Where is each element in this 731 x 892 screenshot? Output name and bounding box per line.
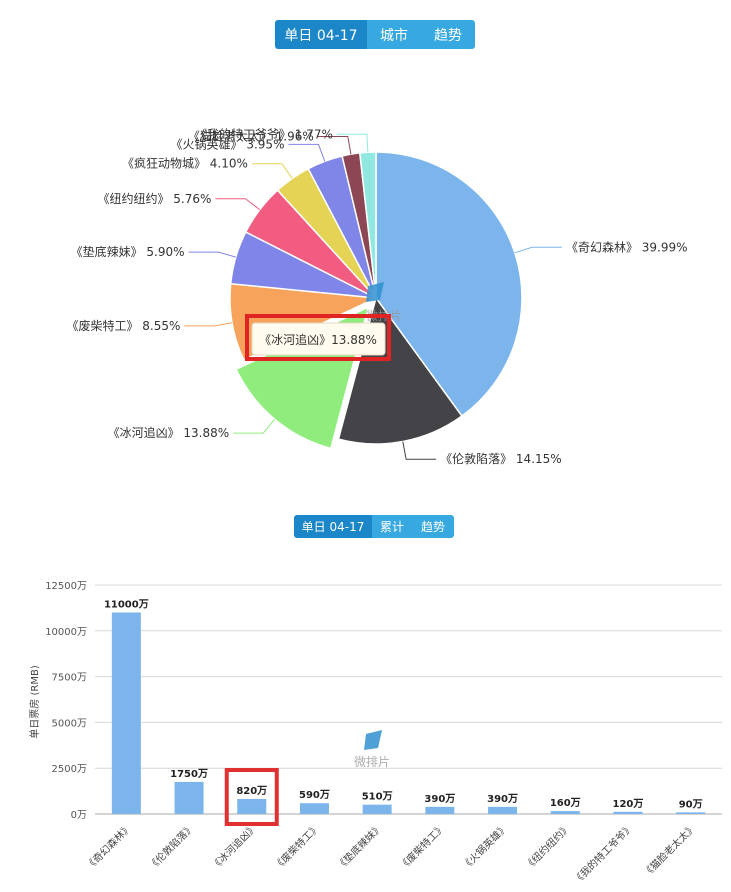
- pie-connector: [251, 163, 293, 179]
- tab-daily[interactable]: 单日 04-17: [294, 515, 372, 538]
- tab-cumulative[interactable]: 累计: [372, 515, 412, 538]
- y-tick-label: 10000万: [45, 627, 87, 638]
- watermark-icon: [366, 282, 384, 302]
- pie-labels: 《奇幻森林》 39.99% 《伦敦陷落》 14.15% 《冰河追凶》 13.88% 《…: [66, 126, 687, 466]
- watermark-logo: 微排片: [354, 730, 390, 769]
- bar[interactable]: [676, 812, 706, 814]
- x-tick-label: 《奇幻森林》: [83, 821, 135, 873]
- bar[interactable]: [488, 806, 518, 814]
- pie-label: 《废柴特工》 8.55%: [66, 318, 180, 333]
- tab-city[interactable]: 城市: [367, 20, 421, 49]
- x-tick-label: 《废柴特工》: [271, 821, 323, 873]
- pie-connector: [514, 246, 562, 254]
- pie-slices: [229, 151, 523, 450]
- tab-trend[interactable]: 趋势: [421, 20, 475, 49]
- pie-label: 《疯狂动物城》 4.10%: [122, 156, 248, 171]
- y-tick-labels: 0万 2500万 5000万 7500万 10000万 12500万: [45, 581, 87, 821]
- y-tick-label: 12500万: [45, 581, 87, 592]
- pie-connector: [402, 441, 437, 460]
- bar[interactable]: [111, 612, 141, 814]
- pie-label: 《垫底辣妹》 5.90%: [71, 244, 185, 259]
- x-tick-labels: 《奇幻森林》 《伦敦陷落》 《冰河追凶》 《废柴特工》 《垫底辣妹》 《废柴特工》 《火锅英…: [83, 821, 699, 887]
- bar[interactable]: [425, 806, 455, 814]
- pie-connector: [336, 133, 369, 153]
- bar-value-label: 390万: [424, 793, 455, 805]
- y-axis-label: 单日票房 (RMB): [28, 665, 41, 739]
- x-tick-label: 《火锅英雄》: [459, 821, 511, 873]
- bar[interactable]: [613, 811, 643, 814]
- x-tick-label: 《垫底辣妹》: [334, 821, 386, 873]
- y-tick-label: 7500万: [52, 673, 87, 684]
- y-tick-label: 0万: [71, 810, 87, 821]
- y-tick-label: 5000万: [52, 718, 87, 729]
- bar-value-label: 1750万: [170, 768, 208, 780]
- watermark-icon: [364, 730, 382, 750]
- bar[interactable]: [174, 781, 204, 814]
- x-tick-label: 《猫脸老太太》: [640, 821, 699, 880]
- tooltip: 《冰河追凶》13.88%: [245, 314, 391, 361]
- pie-slice[interactable]: [358, 151, 377, 299]
- x-tick-label: 《我的特工爷爷》: [570, 821, 636, 887]
- pie-tab-bar: 单日 04-17 城市 趋势: [275, 20, 475, 49]
- pie-connector: [215, 198, 261, 211]
- value-labels: 11000万 1750万 820万 590万 510万 390万 390万 160万 120万 9…: [104, 598, 703, 826]
- watermark-text: 微排片: [354, 755, 390, 769]
- pie-label: 《纽约纽约》 5.76%: [97, 191, 211, 206]
- pie-label: 《火锅英雄》 3.95%: [171, 136, 285, 151]
- x-tick-label: 《伦敦陷落》: [146, 821, 198, 873]
- x-tick-label: 《废柴特工》: [396, 821, 448, 873]
- bar[interactable]: [237, 798, 267, 814]
- bar-value-label: 510万: [362, 791, 393, 803]
- bar[interactable]: [550, 811, 580, 814]
- pie-connector: [288, 143, 326, 162]
- highlight-box: [224, 768, 279, 826]
- bar-value-label: 11000万: [104, 598, 149, 610]
- x-tick-label: 《纽约纽约》: [522, 821, 574, 873]
- pie-connector: [317, 135, 352, 155]
- bar[interactable]: [362, 804, 392, 814]
- pie-connector: [233, 418, 276, 434]
- bars: [111, 612, 706, 814]
- pie-connector: [188, 251, 236, 258]
- bar-value-label: 160万: [550, 797, 581, 809]
- x-tick-label: 《冰河追凶》: [208, 821, 260, 873]
- pie-label: 《冰河追凶》 13.88%: [108, 425, 230, 440]
- bar-chart: 0万 2500万 5000万 7500万 10000万 12500万 单日票房 (RMB)…: [28, 581, 722, 887]
- bar[interactable]: [299, 803, 329, 814]
- bar-value-label: 90万: [679, 798, 703, 810]
- bar-value-label: 390万: [487, 793, 518, 805]
- y-tick-label: 2500万: [52, 764, 87, 775]
- pie-label: 《伦敦陷落》 14.15%: [440, 451, 562, 466]
- bar-value-label: 120万: [613, 798, 644, 810]
- pie-label: 《奇幻森林》 39.99%: [566, 239, 688, 254]
- tab-daily[interactable]: 单日 04-17: [275, 20, 367, 49]
- pie-connector: [184, 322, 233, 327]
- pie-slice[interactable]: [375, 151, 523, 418]
- pie-label: 《猫脸老太太》 1.96%: [188, 128, 314, 143]
- bar-value-label: 590万: [299, 789, 330, 801]
- tooltip-highlight-box: [245, 314, 391, 361]
- pie-label: 《我的特工爷爷》 1.77%: [195, 126, 333, 141]
- bar-tab-bar: 单日 04-17 累计 趋势: [294, 515, 454, 538]
- bar-value-label: 820万: [236, 785, 267, 797]
- pie-chart: 《奇幻森林》 39.99% 《伦敦陷落》 14.15% 《冰河追凶》 13.88% 《…: [66, 126, 687, 466]
- tooltip-text: 《冰河追凶》13.88%: [259, 332, 377, 347]
- tab-trend[interactable]: 趋势: [412, 515, 454, 538]
